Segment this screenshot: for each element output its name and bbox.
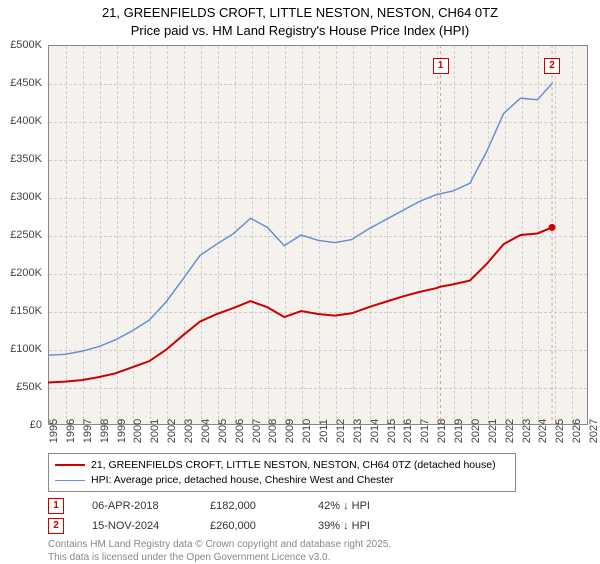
chart-svg (48, 45, 588, 425)
x-tick-label: 2016 (402, 419, 414, 443)
x-tick-label: 2019 (453, 419, 465, 443)
note-delta: 42% ↓ HPI (318, 500, 370, 512)
y-tick-label: £450K (10, 77, 42, 89)
note-marker: 2 (48, 518, 64, 534)
x-tick-label: 2022 (504, 419, 516, 443)
title-line2: Price paid vs. HM Land Registry's House … (0, 22, 600, 40)
legend-label: 21, GREENFIELDS CROFT, LITTLE NESTON, NE… (91, 458, 496, 473)
legend: 21, GREENFIELDS CROFT, LITTLE NESTON, NE… (48, 453, 516, 492)
y-tick-label: £350K (10, 153, 42, 165)
x-tick-label: 2002 (166, 419, 178, 443)
y-tick-label: £400K (10, 115, 42, 127)
y-tick-label: £150K (10, 305, 42, 317)
x-tick-label: 2001 (149, 419, 161, 443)
note-price: £260,000 (210, 520, 290, 532)
x-tick-label: 2008 (267, 419, 279, 443)
x-tick-label: 2014 (369, 419, 381, 443)
y-tick-label: £50K (16, 381, 42, 393)
y-tick-label: £0 (30, 419, 42, 431)
x-tick-label: 2012 (335, 419, 347, 443)
legend-row: HPI: Average price, detached house, Ches… (55, 473, 509, 488)
title-block: 21, GREENFIELDS CROFT, LITTLE NESTON, NE… (0, 0, 600, 39)
x-tick-label: 2023 (521, 419, 533, 443)
title-line1: 21, GREENFIELDS CROFT, LITTLE NESTON, NE… (0, 4, 600, 22)
x-tick-label: 2004 (200, 419, 212, 443)
x-tick-label: 2011 (318, 419, 330, 443)
x-tick-label: 2000 (132, 419, 144, 443)
x-tick-label: 2026 (571, 419, 583, 443)
chart-container: 21, GREENFIELDS CROFT, LITTLE NESTON, NE… (0, 0, 600, 560)
note-delta: 39% ↓ HPI (318, 520, 370, 532)
y-tick-label: £300K (10, 191, 42, 203)
x-tick-label: 2010 (301, 419, 313, 443)
chart-area: £0£50K£100K£150K£200K£250K£300K£350K£400… (48, 45, 588, 425)
x-tick-label: 1997 (82, 419, 94, 443)
x-tick-label: 2006 (234, 419, 246, 443)
notes-section: 1 06-APR-2018 £182,000 42% ↓ HPI 2 15-NOV-202… (48, 498, 600, 534)
y-tick-label: £100K (10, 343, 42, 355)
series-hpi (48, 83, 553, 355)
x-tick-label: 2027 (588, 419, 600, 443)
x-tick-label: 2017 (419, 419, 431, 443)
y-tick-label: £200K (10, 267, 42, 279)
legend-row: 21, GREENFIELDS CROFT, LITTLE NESTON, NE… (55, 458, 509, 473)
note-row-1: 1 06-APR-2018 £182,000 42% ↓ HPI (48, 498, 600, 514)
note-date: 06-APR-2018 (92, 500, 182, 512)
note-marker: 1 (48, 498, 64, 514)
legend-label: HPI: Average price, detached house, Ches… (91, 473, 394, 488)
note-row-2: 2 15-NOV-2024 £260,000 39% ↓ HPI (48, 518, 600, 534)
footer-line2: This data is licensed under the Open Gov… (48, 551, 600, 564)
footer: Contains HM Land Registry data © Crown c… (48, 538, 600, 564)
x-tick-label: 2025 (554, 419, 566, 443)
x-tick-label: 1998 (99, 419, 111, 443)
x-tick-label: 2018 (436, 419, 448, 443)
legend-swatch (55, 480, 85, 481)
note-date: 15-NOV-2024 (92, 520, 182, 532)
note-price: £182,000 (210, 500, 290, 512)
series-price_paid (48, 227, 552, 382)
chart-marker-2: 2 (544, 58, 560, 74)
x-tick-label: 1995 (48, 419, 60, 443)
x-tick-label: 2003 (183, 419, 195, 443)
footer-line1: Contains HM Land Registry data © Crown c… (48, 538, 600, 551)
y-tick-label: £250K (10, 229, 42, 241)
x-tick-label: 2005 (217, 419, 229, 443)
x-tick-label: 2009 (284, 419, 296, 443)
x-tick-label: 2024 (537, 419, 549, 443)
y-tick-label: £500K (10, 39, 42, 51)
x-tick-label: 2015 (386, 419, 398, 443)
chart-marker-1: 1 (433, 58, 449, 74)
x-tick-label: 2020 (470, 419, 482, 443)
legend-swatch (55, 464, 85, 466)
x-tick-label: 2021 (487, 419, 499, 443)
x-tick-label: 2013 (352, 419, 364, 443)
x-tick-label: 2007 (251, 419, 263, 443)
x-tick-label: 1999 (116, 419, 128, 443)
x-tick-label: 1996 (65, 419, 77, 443)
